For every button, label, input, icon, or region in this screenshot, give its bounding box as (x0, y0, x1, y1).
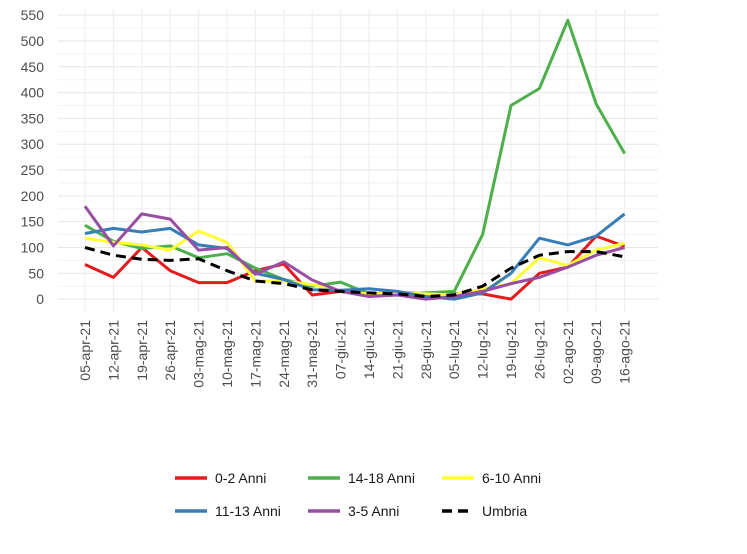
x-tick-label: 24-mag-21 (276, 320, 292, 388)
x-tick-label: 09-ago-21 (588, 320, 604, 384)
legend-label: 3-5 Anni (348, 503, 399, 519)
legend-label: 14-18 Anni (348, 470, 415, 486)
legend-item: 14-18 Anni (308, 470, 415, 486)
grid-lines (58, 10, 658, 312)
x-tick-label: 21-giu-21 (389, 320, 405, 379)
x-tick-label: 02-ago-21 (560, 320, 576, 384)
y-tick-label: 550 (21, 7, 45, 23)
legend-label: Umbria (482, 503, 527, 519)
x-tick-label: 19-apr-21 (134, 320, 150, 381)
y-tick-label: 150 (21, 214, 45, 230)
x-tick-label: 05-lug-21 (446, 320, 462, 379)
legend-item: Umbria (442, 503, 527, 519)
series-line-14-18-anni (84, 18, 626, 297)
y-tick-label: 400 (21, 85, 45, 101)
series-line-3-5-anni (83, 205, 625, 301)
x-tick-label: 05-apr-21 (77, 320, 93, 381)
legend-item: 11-13 Anni (175, 503, 281, 519)
y-tick-label: 0 (36, 291, 44, 307)
y-tick-label: 100 (21, 239, 45, 255)
series-line-umbria (84, 246, 625, 298)
y-tick-label: 300 (21, 136, 45, 152)
legend-item: 0-2 Anni (175, 470, 266, 486)
y-tick-label: 350 (21, 110, 45, 126)
legend: 0-2 Anni 14-18 Anni 6-10 Anni 11-13 Anni 3-5… (175, 470, 541, 519)
y-tick-label: 250 (21, 162, 45, 178)
x-tick-label: 07-giu-21 (333, 320, 349, 379)
series-line-11-13-anni (84, 212, 626, 301)
x-axis-ticks: 05-apr-21 12-apr-21 19-apr-21 26-apr-21 03-m… (77, 320, 633, 388)
y-tick-label: 450 (21, 59, 45, 75)
x-tick-label: 26-lug-21 (531, 320, 547, 379)
y-tick-label: 500 (21, 33, 45, 49)
y-tick-label: 50 (28, 265, 44, 281)
x-tick-label: 12-lug-21 (475, 320, 491, 379)
x-tick-label: 12-apr-21 (105, 320, 121, 381)
legend-item: 6-10 Anni (442, 470, 541, 486)
legend-label: 11-13 Anni (215, 503, 281, 519)
x-tick-label: 28-giu-21 (418, 320, 434, 379)
x-tick-label: 14-giu-21 (361, 320, 377, 379)
y-axis-ticks: 0 50 100 150 200 250 300 350 400 450 500 550 (21, 7, 45, 307)
x-tick-label: 26-apr-21 (162, 320, 178, 381)
x-tick-label: 19-lug-21 (503, 320, 519, 379)
legend-item: 3-5 Anni (308, 503, 399, 519)
x-tick-label: 17-mag-21 (247, 320, 263, 388)
y-tick-label: 200 (21, 188, 45, 204)
x-tick-label: 16-ago-21 (617, 320, 633, 384)
legend-label: 6-10 Anni (482, 470, 541, 486)
series-lines (83, 18, 626, 301)
legend-label: 0-2 Anni (215, 470, 266, 486)
x-tick-label: 10-mag-21 (219, 320, 235, 388)
x-tick-label: 03-mag-21 (191, 320, 207, 388)
x-tick-label: 31-mag-21 (304, 320, 320, 388)
